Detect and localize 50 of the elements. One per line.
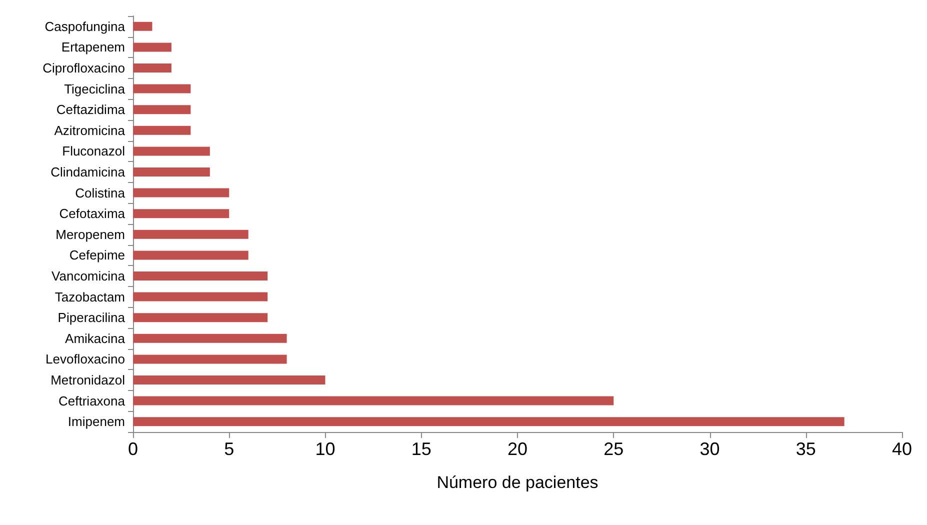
- x-tick-label: 5: [224, 439, 234, 459]
- x-tick-label: 30: [700, 439, 720, 459]
- x-tick-label: 35: [796, 439, 816, 459]
- bar: [133, 417, 844, 426]
- y-tick-label: Vancomicina: [52, 268, 126, 284]
- y-tick-label: Piperacilina: [58, 310, 126, 326]
- y-tick-label: Tigeciclina: [64, 81, 126, 96]
- bar: [133, 146, 210, 156]
- y-tick-label: Clindamicina: [50, 164, 126, 180]
- bar: [133, 230, 248, 239]
- y-tick-label: Metronidazol: [50, 372, 126, 388]
- bar: [133, 396, 614, 406]
- y-tick-label: Caspofungina: [44, 18, 126, 34]
- x-tick-label: 15: [411, 439, 432, 459]
- x-tick-label: 20: [507, 439, 528, 459]
- y-tick-label: Colistina: [75, 185, 126, 200]
- y-tick-label: Imipenem: [68, 414, 125, 430]
- bar: [133, 42, 172, 52]
- bar: [133, 292, 268, 302]
- y-tick-label: Ceftazidima: [56, 102, 126, 118]
- bar: [133, 272, 268, 280]
- y-tick-label: Ciprofloxacino: [42, 60, 125, 76]
- bar: [133, 354, 287, 364]
- bar: [133, 64, 172, 72]
- bar: [133, 84, 191, 94]
- x-tick-label: 0: [128, 439, 138, 459]
- y-tick-label: Cefepime: [69, 248, 125, 263]
- x-tick-label: 10: [315, 439, 336, 459]
- y-tick-label: Fluconazol: [62, 144, 126, 159]
- x-tick-label: 40: [892, 439, 912, 459]
- bar: [133, 22, 152, 31]
- y-tick-label: Levofloxacino: [46, 352, 125, 367]
- bar: [133, 188, 230, 198]
- bar: [133, 250, 248, 260]
- bar: [133, 168, 210, 176]
- bar: [133, 105, 191, 114]
- bar: [133, 376, 326, 384]
- x-axis-title: Número de pacientes: [436, 473, 598, 492]
- y-tick-label: Meropenem: [56, 226, 125, 242]
- bar: [133, 126, 191, 135]
- y-tick-label: Amikacina: [65, 330, 126, 346]
- bar: [133, 209, 230, 218]
- y-tick-label: Tazobactam: [54, 289, 125, 304]
- y-tick-label: Azitromicina: [54, 122, 126, 138]
- y-tick-label: Ertapenem: [61, 40, 125, 55]
- y-tick-label: Ceftriaxona: [58, 393, 126, 408]
- bar: [133, 313, 268, 322]
- x-tick-label: 25: [604, 439, 624, 459]
- bar: [133, 334, 287, 343]
- y-tick-label: Cefotaxima: [59, 206, 126, 222]
